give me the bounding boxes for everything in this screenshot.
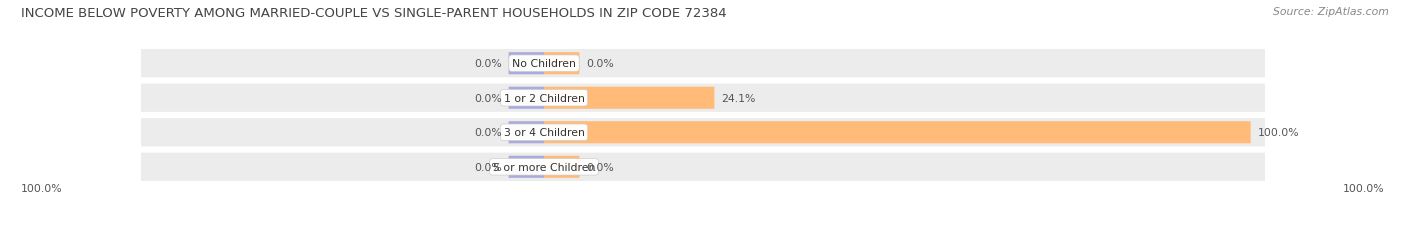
Text: 0.0%: 0.0% <box>474 162 502 172</box>
FancyBboxPatch shape <box>509 87 544 109</box>
Text: 1 or 2 Children: 1 or 2 Children <box>503 93 585 103</box>
Text: INCOME BELOW POVERTY AMONG MARRIED-COUPLE VS SINGLE-PARENT HOUSEHOLDS IN ZIP COD: INCOME BELOW POVERTY AMONG MARRIED-COUPL… <box>21 7 727 20</box>
Text: 100.0%: 100.0% <box>1258 128 1299 138</box>
FancyBboxPatch shape <box>141 84 1265 112</box>
Legend: Married Couples, Single Parents: Married Couples, Single Parents <box>588 227 818 231</box>
FancyBboxPatch shape <box>544 156 579 178</box>
FancyBboxPatch shape <box>544 53 579 75</box>
Text: 100.0%: 100.0% <box>1343 183 1385 193</box>
Text: No Children: No Children <box>512 59 576 69</box>
FancyBboxPatch shape <box>509 156 544 178</box>
Text: 3 or 4 Children: 3 or 4 Children <box>503 128 585 138</box>
Text: 24.1%: 24.1% <box>721 93 756 103</box>
FancyBboxPatch shape <box>141 119 1265 147</box>
Text: 0.0%: 0.0% <box>586 59 614 69</box>
Text: Source: ZipAtlas.com: Source: ZipAtlas.com <box>1274 7 1389 17</box>
Text: 0.0%: 0.0% <box>474 93 502 103</box>
FancyBboxPatch shape <box>141 153 1265 181</box>
FancyBboxPatch shape <box>509 122 544 144</box>
Text: 0.0%: 0.0% <box>586 162 614 172</box>
FancyBboxPatch shape <box>544 122 1251 144</box>
Text: 0.0%: 0.0% <box>474 128 502 138</box>
FancyBboxPatch shape <box>509 53 544 75</box>
Text: 0.0%: 0.0% <box>474 59 502 69</box>
Text: 5 or more Children: 5 or more Children <box>494 162 595 172</box>
Text: 100.0%: 100.0% <box>21 183 63 193</box>
FancyBboxPatch shape <box>141 50 1265 78</box>
FancyBboxPatch shape <box>544 87 714 109</box>
